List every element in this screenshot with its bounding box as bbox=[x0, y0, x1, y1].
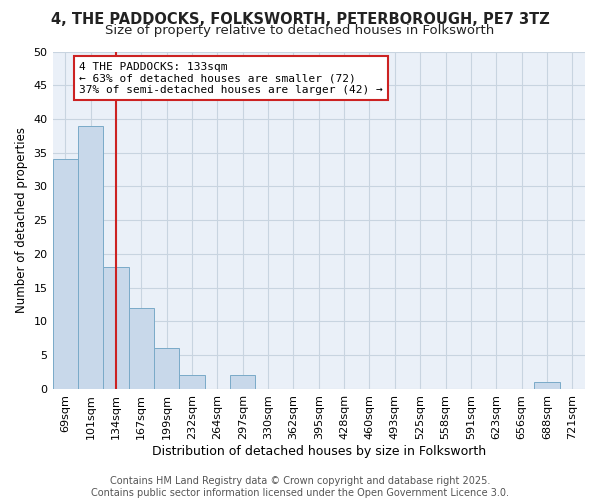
Bar bbox=[154, 348, 179, 389]
Bar bbox=[78, 126, 103, 389]
X-axis label: Distribution of detached houses by size in Folksworth: Distribution of detached houses by size … bbox=[152, 444, 486, 458]
Text: Size of property relative to detached houses in Folksworth: Size of property relative to detached ho… bbox=[106, 24, 494, 37]
Text: Contains HM Land Registry data © Crown copyright and database right 2025.
Contai: Contains HM Land Registry data © Crown c… bbox=[91, 476, 509, 498]
Bar bbox=[103, 268, 128, 389]
Bar bbox=[534, 382, 560, 389]
Bar bbox=[230, 376, 256, 389]
Y-axis label: Number of detached properties: Number of detached properties bbox=[15, 127, 28, 313]
Bar bbox=[179, 376, 205, 389]
Bar bbox=[128, 308, 154, 389]
Text: 4, THE PADDOCKS, FOLKSWORTH, PETERBOROUGH, PE7 3TZ: 4, THE PADDOCKS, FOLKSWORTH, PETERBOROUG… bbox=[50, 12, 550, 28]
Bar bbox=[53, 160, 78, 389]
Text: 4 THE PADDOCKS: 133sqm
← 63% of detached houses are smaller (72)
37% of semi-det: 4 THE PADDOCKS: 133sqm ← 63% of detached… bbox=[79, 62, 383, 95]
